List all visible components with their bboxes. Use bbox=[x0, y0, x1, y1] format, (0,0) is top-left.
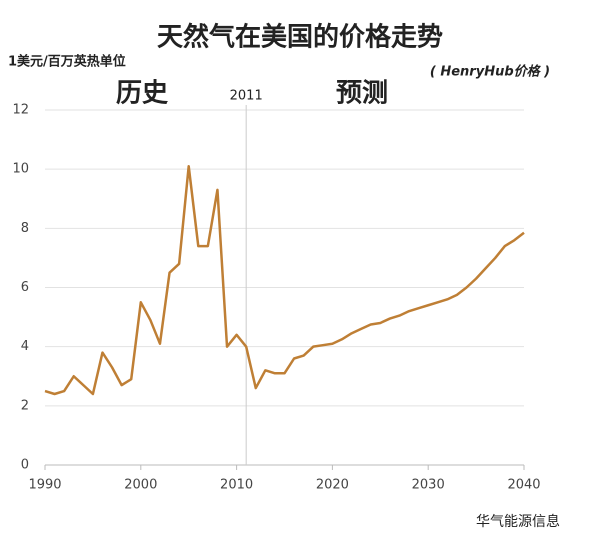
line bbox=[44, 164, 525, 396]
x-tick-label: 2010 bbox=[220, 478, 253, 493]
y-tick-label: 0 bbox=[21, 458, 29, 473]
y-tick-label: 2 bbox=[21, 398, 29, 413]
x-tick-label: 1990 bbox=[28, 478, 61, 493]
y-axis-label: 1美元/百万英热单位 bbox=[8, 54, 126, 70]
x-tick-label: 2020 bbox=[316, 478, 349, 493]
y-tick-label: 12 bbox=[12, 103, 29, 118]
y-tick-label: 8 bbox=[21, 221, 29, 236]
x-tick-label: 2030 bbox=[412, 478, 445, 493]
chart-title: 天然气在美国的价格走势 bbox=[157, 22, 443, 53]
y-tick-label: 10 bbox=[12, 162, 29, 177]
annotation: 预测 bbox=[336, 79, 388, 109]
y-tick-label: 4 bbox=[21, 339, 29, 354]
x-tick-label: 2040 bbox=[507, 478, 540, 493]
divider-label: 2011 bbox=[230, 89, 263, 104]
subtitle: ( HenryHub价格 ) bbox=[430, 64, 550, 80]
y-tick-label: 6 bbox=[21, 280, 29, 295]
watermark: 华气能源信息 bbox=[476, 513, 560, 530]
annotation: 历史 bbox=[116, 79, 169, 109]
x-tick-label: 2000 bbox=[124, 478, 157, 493]
